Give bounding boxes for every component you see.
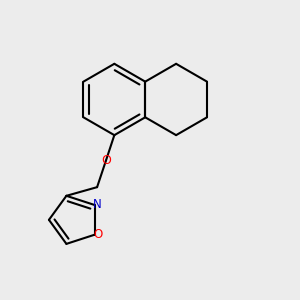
Text: O: O	[101, 154, 111, 167]
Text: O: O	[93, 228, 102, 241]
Text: N: N	[93, 199, 102, 212]
